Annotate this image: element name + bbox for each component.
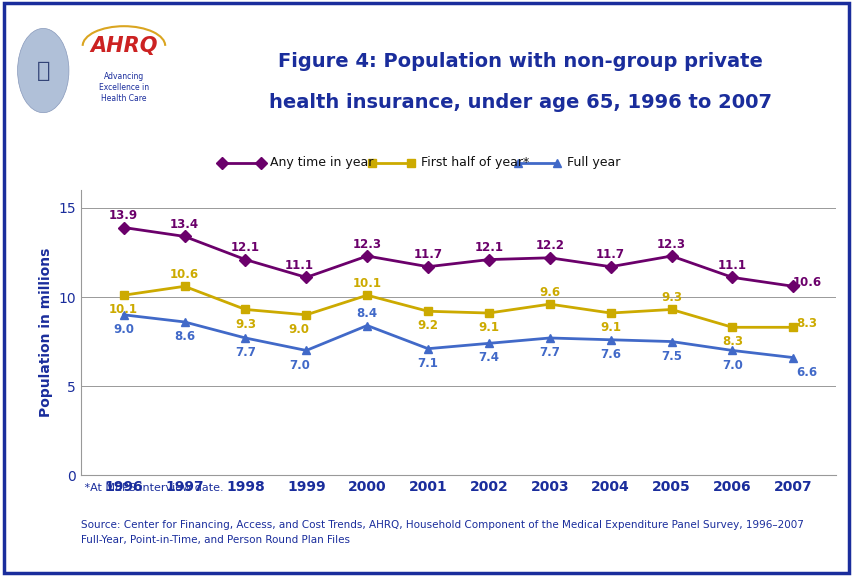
Text: 6.6: 6.6 [796,366,817,378]
Text: 7.0: 7.0 [721,358,742,372]
Text: 9.1: 9.1 [600,321,620,334]
Text: 7.7: 7.7 [538,346,560,359]
Text: 12.1: 12.1 [474,241,503,254]
Text: 9.0: 9.0 [113,323,134,336]
Text: AHRQ: AHRQ [90,36,158,56]
Text: 8.3: 8.3 [721,335,742,348]
Text: health insurance, under age 65, 1996 to 2007: health insurance, under age 65, 1996 to … [268,93,771,112]
Text: 9.3: 9.3 [660,291,682,304]
Text: 10.1: 10.1 [109,304,138,316]
Text: 11.1: 11.1 [717,259,746,272]
Ellipse shape [18,28,69,113]
Text: 12.3: 12.3 [656,238,685,251]
Text: 8.6: 8.6 [174,330,195,343]
Text: 7.4: 7.4 [478,351,498,365]
Text: 7.5: 7.5 [660,350,682,363]
Text: 12.2: 12.2 [535,240,564,252]
Text: 11.1: 11.1 [285,259,314,272]
Text: 11.7: 11.7 [413,248,442,262]
Text: 7.7: 7.7 [234,346,256,359]
Text: 13.9: 13.9 [109,209,138,222]
Text: 7.6: 7.6 [600,348,620,361]
Text: 9.1: 9.1 [478,321,498,334]
Text: 13.4: 13.4 [170,218,199,231]
Text: 7.1: 7.1 [417,357,438,370]
Text: 10.6: 10.6 [170,268,199,281]
Text: 9.6: 9.6 [538,286,560,299]
Text: 10.1: 10.1 [352,277,381,290]
Text: 12.1: 12.1 [231,241,260,254]
Text: 11.7: 11.7 [596,248,625,262]
Text: 10.6: 10.6 [792,276,820,289]
Text: Source: Center for Financing, Access, and Cost Trends, AHRQ, Household Component: Source: Center for Financing, Access, an… [81,520,803,544]
Text: Full year: Full year [567,156,619,169]
Text: 8.3: 8.3 [796,317,817,330]
Text: 9.3: 9.3 [234,317,256,331]
Text: Figure 4: Population with non-group private: Figure 4: Population with non-group priv… [278,52,762,71]
Y-axis label: Population in millions: Population in millions [39,248,53,418]
Text: 9.2: 9.2 [417,319,438,332]
Text: First half of year*: First half of year* [421,156,529,169]
Text: 8.4: 8.4 [356,307,377,320]
Text: 12.3: 12.3 [352,238,381,251]
Text: 7.0: 7.0 [289,358,309,372]
Text: Any time in year: Any time in year [270,156,373,169]
Text: *At MEPS interview date.: *At MEPS interview date. [81,483,223,492]
Text: 🦅: 🦅 [37,60,50,81]
Text: Advancing
Excellence in
Health Care: Advancing Excellence in Health Care [99,72,149,103]
Text: 9.0: 9.0 [289,323,309,336]
